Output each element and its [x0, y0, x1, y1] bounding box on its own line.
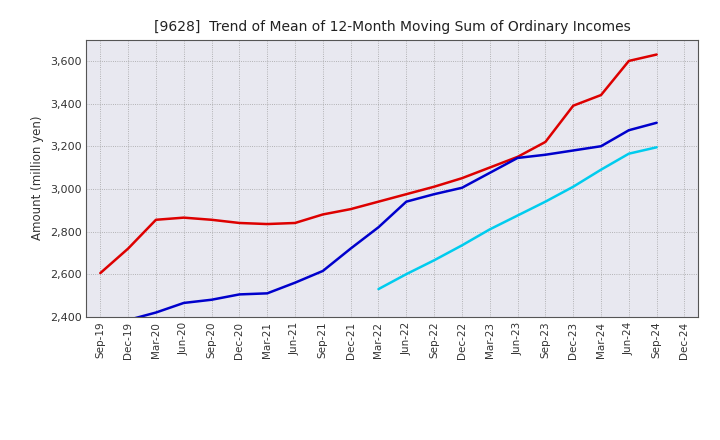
- 5 Years: [152, 310, 161, 315]
- Line: 3 Years: 3 Years: [100, 55, 657, 273]
- 5 Years: [485, 170, 494, 176]
- 7 Years: [541, 199, 550, 204]
- 3 Years: [402, 191, 410, 197]
- 3 Years: [179, 215, 188, 220]
- 3 Years: [318, 212, 327, 217]
- 3 Years: [346, 206, 355, 212]
- 5 Years: [374, 224, 383, 230]
- 7 Years: [402, 271, 410, 277]
- Line: 7 Years: 7 Years: [379, 147, 657, 289]
- 5 Years: [569, 148, 577, 153]
- 3 Years: [513, 154, 522, 160]
- 5 Years: [318, 268, 327, 274]
- 3 Years: [652, 52, 661, 57]
- 5 Years: [513, 155, 522, 161]
- 3 Years: [458, 176, 467, 181]
- 7 Years: [485, 227, 494, 232]
- 5 Years: [346, 246, 355, 251]
- Y-axis label: Amount (million yen): Amount (million yen): [31, 116, 44, 240]
- 7 Years: [597, 167, 606, 172]
- 3 Years: [597, 92, 606, 98]
- 5 Years: [402, 199, 410, 204]
- Title: [9628]  Trend of Mean of 12-Month Moving Sum of Ordinary Incomes: [9628] Trend of Mean of 12-Month Moving …: [154, 20, 631, 34]
- 5 Years: [652, 120, 661, 125]
- 3 Years: [96, 271, 104, 276]
- 7 Years: [624, 151, 633, 156]
- 5 Years: [597, 143, 606, 149]
- 3 Years: [485, 165, 494, 170]
- 3 Years: [124, 246, 132, 251]
- 7 Years: [430, 258, 438, 263]
- 5 Years: [291, 280, 300, 285]
- 3 Years: [207, 217, 216, 222]
- 3 Years: [541, 139, 550, 145]
- 3 Years: [624, 58, 633, 63]
- 5 Years: [624, 128, 633, 133]
- 3 Years: [569, 103, 577, 108]
- 7 Years: [652, 145, 661, 150]
- 5 Years: [235, 292, 243, 297]
- 5 Years: [458, 185, 467, 191]
- 7 Years: [458, 243, 467, 248]
- 3 Years: [291, 220, 300, 226]
- 3 Years: [235, 220, 243, 226]
- 7 Years: [374, 286, 383, 292]
- 5 Years: [541, 152, 550, 158]
- 5 Years: [179, 300, 188, 305]
- 3 Years: [430, 184, 438, 189]
- Line: 5 Years: 5 Years: [128, 123, 657, 320]
- 3 Years: [263, 221, 271, 227]
- 5 Years: [124, 317, 132, 323]
- 7 Years: [569, 184, 577, 189]
- 5 Years: [207, 297, 216, 302]
- 5 Years: [263, 291, 271, 296]
- 5 Years: [430, 191, 438, 197]
- 3 Years: [374, 199, 383, 204]
- 3 Years: [152, 217, 161, 222]
- 7 Years: [513, 213, 522, 218]
